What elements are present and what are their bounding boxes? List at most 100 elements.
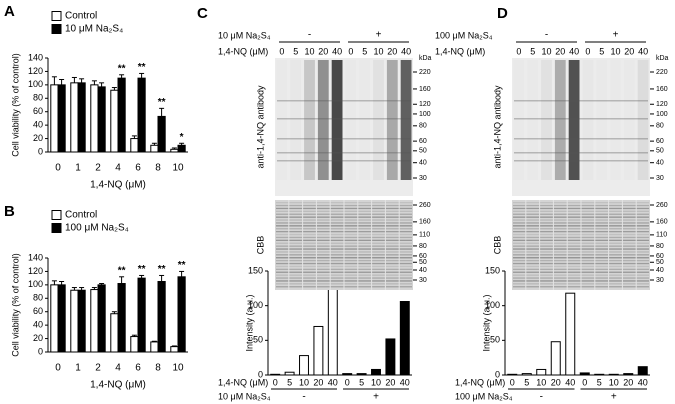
dose-label: 1,4-NQ (μM)	[218, 46, 268, 56]
blot-smear	[386, 60, 398, 180]
bar	[70, 289, 79, 353]
marker-label: 60	[656, 138, 664, 145]
y-tick-label: 40	[33, 120, 43, 130]
marker-label: 50	[419, 259, 427, 266]
marker-label: 110	[419, 232, 430, 239]
x-tick-label: 1	[75, 363, 81, 374]
x-tick-label: 10	[609, 377, 619, 387]
lane-label: 5	[530, 46, 535, 56]
bar	[90, 289, 99, 353]
bar	[594, 373, 605, 376]
y-tick-label: 0	[495, 369, 500, 379]
bar	[137, 77, 146, 153]
blot-smear	[583, 60, 594, 180]
bar	[299, 355, 309, 376]
marker-label: 220	[656, 69, 668, 76]
bar	[117, 77, 126, 153]
marker-label: 40	[419, 160, 427, 167]
bar	[623, 373, 634, 376]
legend-swatch	[51, 210, 62, 220]
x-tick-label: 40	[638, 377, 648, 387]
group-label: -	[545, 30, 548, 41]
x-tick-label: 4	[115, 163, 121, 174]
bar	[130, 336, 139, 353]
bar	[608, 373, 619, 376]
panel-letter: A	[4, 3, 15, 20]
y-tick-label: 50	[253, 335, 263, 345]
x-axis-label: 1,4-NQ (μM)	[218, 377, 268, 387]
lane-label: 20	[387, 46, 397, 56]
marker-label: 80	[419, 243, 427, 250]
group-title: 100 μM Na₂S₄	[455, 391, 513, 401]
marker-label: 60	[656, 253, 664, 260]
blot-image	[275, 58, 413, 196]
x-tick-label: 0	[55, 163, 61, 174]
marker-label: 80	[419, 123, 427, 130]
blot-band	[277, 100, 411, 102]
y-tick-label: 60	[33, 306, 43, 316]
lane-label: 20	[624, 46, 634, 56]
marker-label: 100	[656, 111, 668, 118]
y-tick-label: 100	[248, 300, 263, 310]
y-tick-label: 0	[38, 146, 43, 156]
blot-smear	[304, 60, 315, 180]
y-tick-label: 140	[28, 52, 43, 62]
x-tick-label: 4	[115, 363, 121, 374]
group-title: 10 μM Na₂S₄	[218, 391, 271, 401]
lane-label: 10	[610, 46, 620, 56]
bar	[70, 82, 79, 153]
marker-label: 30	[419, 277, 427, 284]
bar	[342, 373, 353, 376]
bar	[284, 371, 295, 376]
blot-smear	[554, 60, 566, 180]
blot-smear	[527, 60, 538, 180]
lane-label: 20	[318, 46, 328, 56]
blot-image	[512, 58, 650, 196]
marker-label: 40	[419, 267, 427, 274]
significance: **	[118, 265, 126, 276]
blot-smear	[359, 60, 370, 180]
marker-label: 50	[656, 148, 664, 155]
treatment-label: 100 μM Na₂S₄	[435, 30, 493, 40]
legend-swatch	[51, 11, 62, 21]
marker-label: 60	[419, 253, 427, 260]
legend-swatch	[51, 223, 62, 233]
x-tick-label: 1	[75, 163, 81, 174]
marker-label: 160	[419, 86, 431, 93]
bar	[399, 301, 410, 376]
marker-label: 30	[419, 175, 427, 182]
y-tick-label: 150	[248, 265, 263, 275]
blot-smear	[596, 60, 607, 180]
lane-label: 40	[638, 46, 648, 56]
y-axis-label: Intensity (a.u.)	[244, 294, 254, 351]
bar	[77, 82, 86, 153]
marker-label: 120	[419, 101, 431, 108]
bar	[110, 313, 119, 353]
bar	[57, 84, 66, 153]
marker-label: 80	[656, 123, 664, 130]
blot-smear	[514, 60, 525, 180]
marker-label: 50	[419, 148, 427, 155]
panel-letter: C	[197, 5, 208, 22]
blot-band	[514, 138, 648, 140]
marker-label: 80	[656, 243, 664, 250]
y-tick-label: 0	[38, 346, 43, 356]
bar	[150, 144, 159, 153]
x-tick-label: 5	[524, 377, 529, 387]
x-tick-label: 10	[371, 377, 381, 387]
kda-label: kDa	[656, 55, 669, 62]
blot-smear	[373, 60, 384, 180]
y-tick-label: 80	[33, 93, 43, 103]
x-tick-label: 8	[155, 363, 161, 374]
lane-label: 0	[279, 46, 284, 56]
lane-label: 5	[599, 46, 604, 56]
y-axis-label: Cell viability (% of control)	[10, 53, 20, 157]
lane-label: 20	[555, 46, 565, 56]
x-tick-label: 20	[623, 377, 633, 387]
x-tick-label: 5	[597, 377, 602, 387]
y-tick-label: 120	[28, 66, 43, 76]
antibody-label: anti-1,4-NQ antibody	[255, 85, 265, 169]
marker-label: 40	[656, 160, 664, 167]
bar	[536, 368, 547, 376]
y-tick-label: 20	[33, 133, 43, 143]
